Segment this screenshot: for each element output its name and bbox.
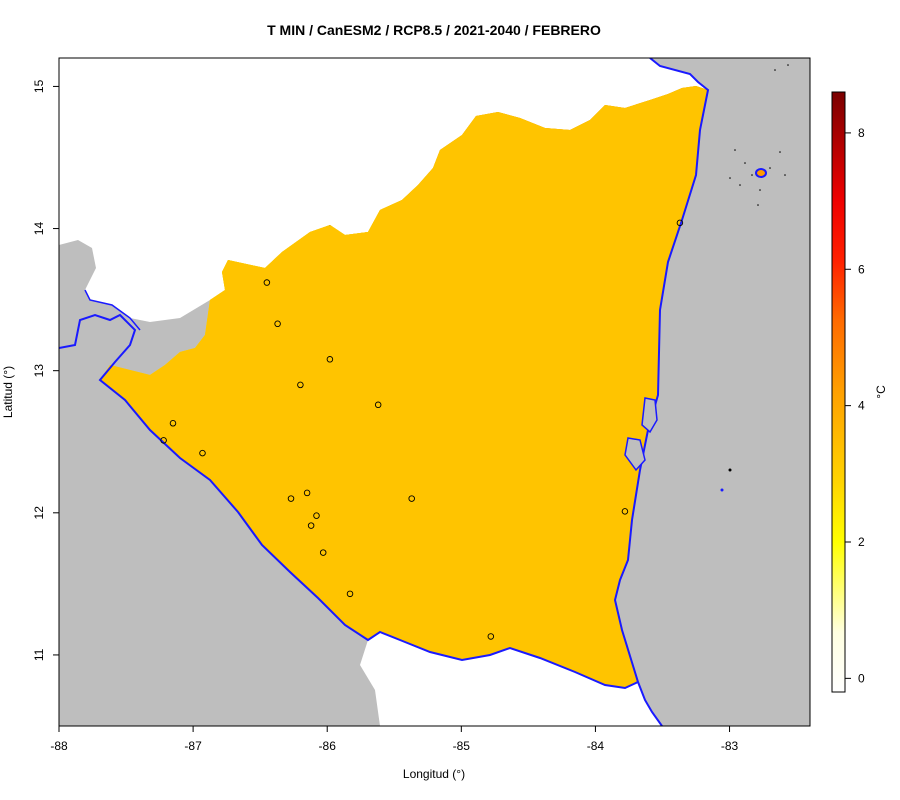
station-marker: [263, 279, 271, 286]
colorbar-unit: °C: [874, 385, 888, 399]
station-marker: [307, 522, 315, 529]
gulf-of-fonseca-coast: [84, 289, 141, 331]
costa-rica-landmass: [360, 632, 662, 726]
station-marker: [169, 420, 177, 427]
station-marker: [326, 356, 334, 363]
station-marker: [374, 401, 382, 409]
y-axis-label: Latitud (°): [1, 366, 15, 418]
station-marker: [676, 219, 684, 227]
station-marker: [487, 633, 495, 640]
y-tick-label: 13: [32, 364, 46, 378]
station-marker: [297, 381, 304, 389]
x-tick-label: -87: [184, 739, 202, 753]
corn-islands: [755, 168, 767, 178]
station-marker: [160, 437, 167, 444]
colorbar-tick-label: 0: [858, 671, 865, 685]
station-marker: [199, 449, 206, 457]
pacific-coastline: [59, 313, 639, 690]
colorbar-tick-label: 6: [858, 262, 865, 276]
colorbar-tick-label: 8: [858, 126, 865, 140]
station-marker: [303, 489, 311, 497]
x-axis-label: Longitud (°): [403, 767, 465, 781]
y-tick-label: 12: [32, 506, 46, 520]
colorbar-ramp: [831, 91, 846, 693]
y-axis: 11 12 13 14 15: [32, 79, 59, 661]
bluefields-lagoon: [624, 437, 646, 472]
x-tick-label: -84: [587, 739, 605, 753]
x-axis: -88 -87 -86 -85 -84 -83: [50, 726, 739, 753]
honduras-landmass: [59, 58, 708, 322]
station-marker: [408, 495, 415, 502]
x-tick-label: -88: [50, 739, 68, 753]
pearl-lagoon: [641, 397, 658, 434]
station-marker: [319, 549, 327, 556]
x-tick-label: -83: [721, 739, 739, 753]
x-tick-label: -86: [319, 739, 337, 753]
y-tick-label: 14: [32, 222, 46, 236]
station-marker: [346, 590, 354, 598]
station-markers: [160, 219, 684, 640]
cays: [729, 64, 789, 206]
colorbar-ticks: 0 2 4 6 8: [845, 126, 865, 685]
station-marker: [313, 512, 320, 519]
colorbar: 0 2 4 6 8 °C: [831, 91, 888, 693]
chart-title: T MIN / CanESM2 / RCP8.5 / 2021-2040 / F…: [267, 22, 601, 38]
y-tick-label: 15: [32, 79, 46, 93]
station-marker: [621, 508, 629, 515]
station-marker: [287, 495, 295, 502]
station-marker: [274, 320, 281, 328]
colorbar-tick-label: 4: [858, 399, 865, 413]
colorbar-tick-label: 2: [858, 535, 865, 549]
y-tick-label: 11: [32, 648, 46, 661]
plot-frame: [58, 57, 811, 727]
x-tick-label: -85: [453, 739, 471, 753]
